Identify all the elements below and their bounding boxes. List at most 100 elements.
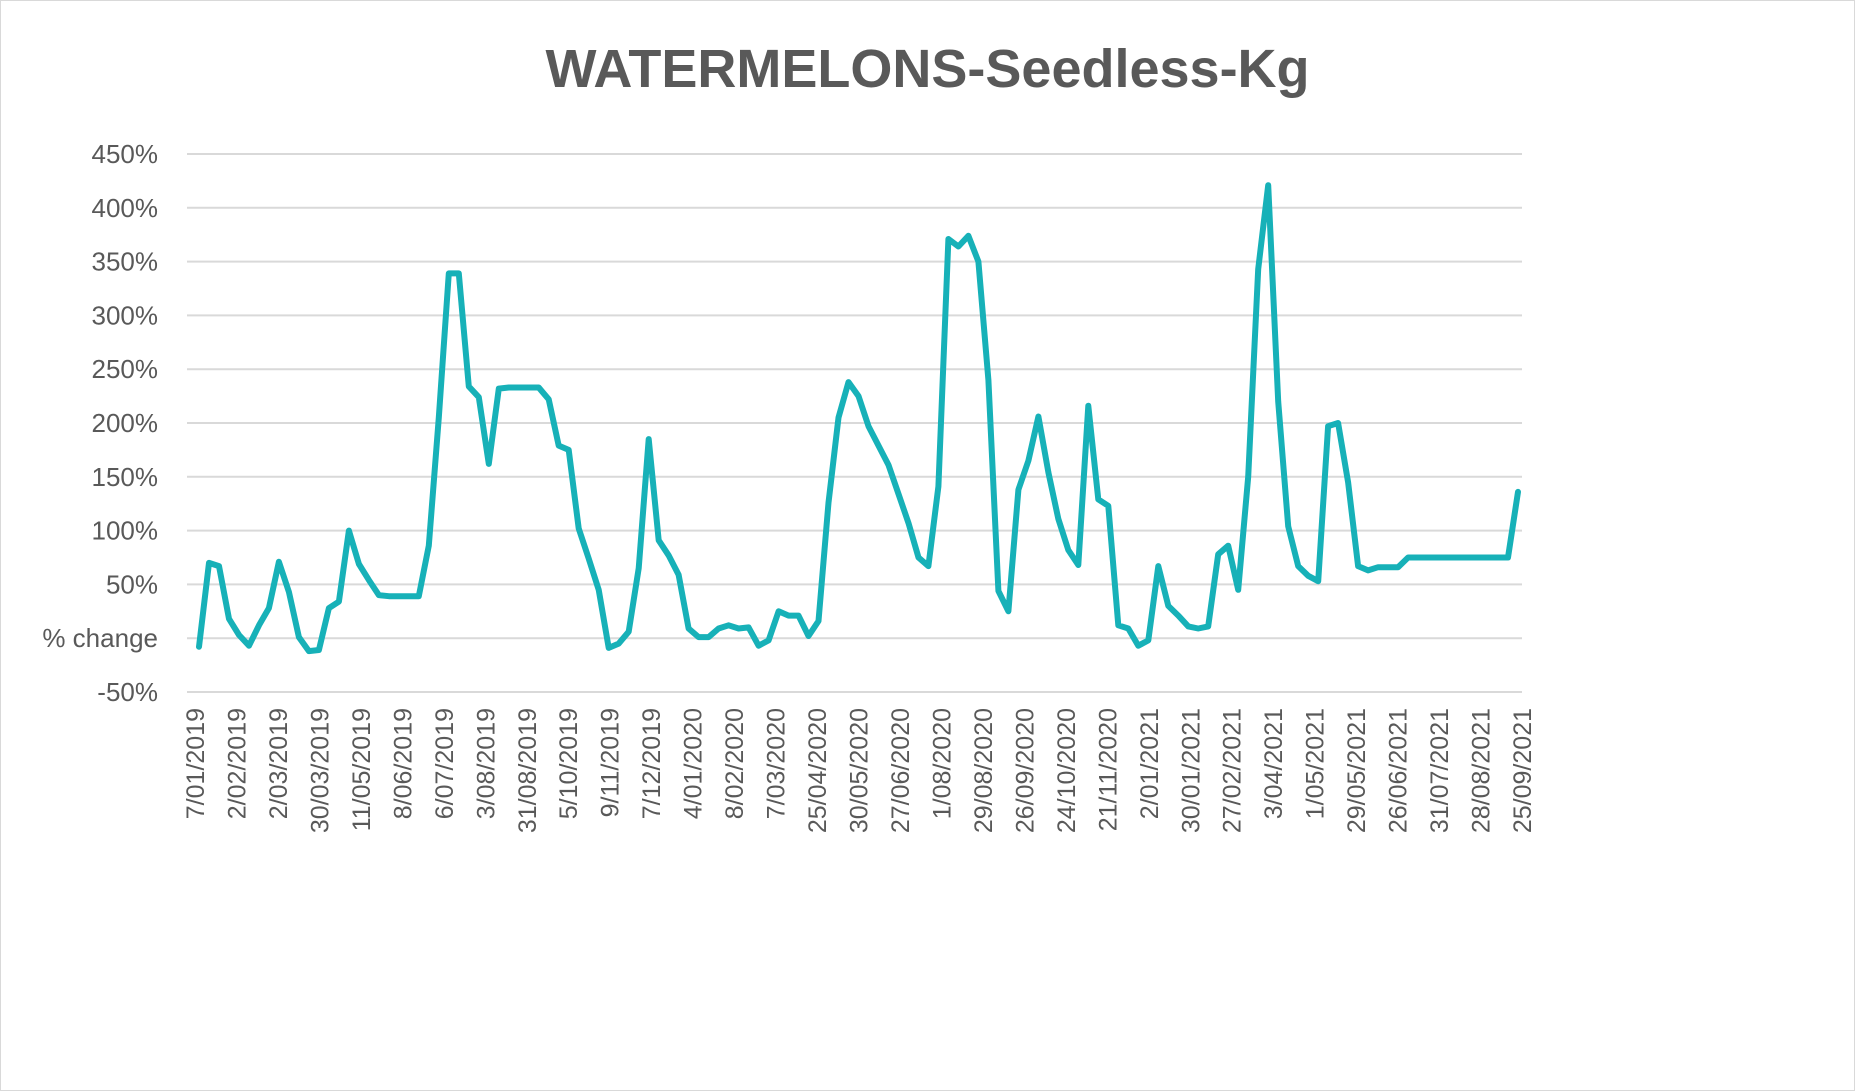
data-point: [1145, 637, 1151, 643]
data-point: [396, 593, 402, 599]
data-point: [306, 648, 312, 654]
x-axis-labels: 7/01/2019 2/02/2019 2/03/2019 30/03/2019 11/…: [182, 708, 1537, 833]
data-point: [975, 259, 981, 265]
x-tick-label: 2/02/2019: [223, 708, 251, 819]
data-point: [446, 270, 452, 276]
data-point: [366, 577, 372, 583]
data-point: [646, 436, 652, 442]
data-point: [1075, 562, 1081, 568]
data-point: [856, 393, 861, 399]
x-tick-label: 25/04/2020: [804, 708, 832, 833]
x-tick-label: 30/03/2019: [306, 708, 334, 833]
gridlines: [187, 153, 1522, 693]
data-point: [1425, 555, 1431, 560]
data-point: [416, 593, 422, 599]
data-point: [1415, 555, 1421, 560]
data-point: [206, 560, 212, 566]
data-point: [286, 589, 292, 595]
y-tick-label: 100%: [92, 516, 159, 546]
data-point: [236, 632, 242, 638]
data-point: [916, 555, 921, 560]
data-point: [436, 415, 442, 421]
data-point: [1505, 555, 1511, 560]
y-axis-labels: -50% % change 50% 100% 150% 200% 250% 300% 350% 4…: [42, 139, 158, 707]
data-point: [716, 626, 722, 631]
data-point: [1335, 420, 1341, 426]
data-point: [1115, 622, 1121, 628]
data-point: [846, 379, 851, 385]
data-point: [786, 613, 792, 619]
data-point: [935, 484, 941, 489]
data-point: [1305, 573, 1311, 579]
data-point: [216, 563, 222, 569]
data-point: [686, 626, 692, 631]
data-point: [556, 443, 562, 449]
data-point: [696, 634, 702, 640]
data-point: [1095, 496, 1101, 502]
x-tick-label: 31/07/2021: [1426, 708, 1454, 833]
x-tick-label: 4/01/2020: [680, 708, 708, 819]
data-point: [586, 556, 592, 562]
data-point: [546, 396, 552, 402]
data-point: [796, 613, 801, 619]
data-point: [1135, 643, 1141, 649]
data-point: [1105, 503, 1111, 509]
y-tick-label: 250%: [92, 354, 159, 384]
data-point: [1255, 266, 1261, 272]
data-point: [276, 559, 282, 565]
data-point: [1515, 489, 1521, 495]
x-tick-label: 3/08/2019: [472, 708, 500, 819]
x-tick-label: 7/03/2020: [763, 708, 791, 819]
x-tick-label: 26/06/2021: [1385, 708, 1413, 833]
chart-title: WATERMELONS-Seedless-Kg: [545, 39, 1310, 99]
data-point: [1485, 555, 1491, 560]
data-point: [836, 415, 841, 421]
data-point: [1405, 555, 1411, 560]
data-point: [955, 244, 961, 249]
x-tick-label: 28/08/2021: [1468, 708, 1496, 833]
data-point: [1395, 564, 1401, 570]
x-tick-label: 5/10/2019: [555, 708, 583, 819]
data-point: [1225, 543, 1231, 549]
data-point: [756, 643, 762, 649]
x-tick-label: 29/08/2020: [970, 708, 998, 833]
data-point: [376, 592, 382, 598]
data-point: [1185, 623, 1191, 629]
data-point: [1015, 487, 1021, 493]
data-point: [1055, 516, 1061, 522]
data-point: [1275, 399, 1281, 404]
y-tick-label: 50%: [106, 569, 158, 599]
data-point: [476, 394, 482, 400]
y-tick-label: -50%: [97, 677, 158, 707]
data-point: [1495, 555, 1501, 560]
data-point: [676, 572, 682, 578]
data-point: [1165, 603, 1171, 609]
data-point: [1005, 608, 1011, 614]
data-point: [316, 647, 322, 653]
data-point: [226, 616, 232, 622]
data-point: [1205, 623, 1211, 629]
data-point: [925, 563, 931, 569]
data-point: [1085, 403, 1091, 409]
x-tick-label: 11/05/2019: [348, 708, 376, 831]
y-tick-label: 300%: [92, 300, 159, 330]
x-tick-label: 8/02/2020: [721, 708, 749, 819]
series-layer: [196, 182, 1521, 655]
data-point: [1325, 423, 1331, 429]
data-point: [1235, 587, 1241, 593]
data-point: [466, 383, 472, 389]
data-point: [336, 599, 342, 605]
data-point: [606, 645, 612, 651]
data-point: [326, 605, 332, 611]
data-point: [246, 643, 252, 649]
data-point: [1375, 564, 1381, 570]
y-tick-label: 400%: [92, 193, 159, 223]
data-point: [526, 385, 532, 390]
data-point: [1155, 563, 1161, 569]
data-point: [636, 565, 642, 571]
data-point: [1125, 626, 1131, 631]
data-point: [876, 443, 881, 449]
data-point: [566, 447, 572, 453]
data-point: [346, 528, 352, 534]
x-tick-label: 29/05/2021: [1343, 708, 1371, 833]
